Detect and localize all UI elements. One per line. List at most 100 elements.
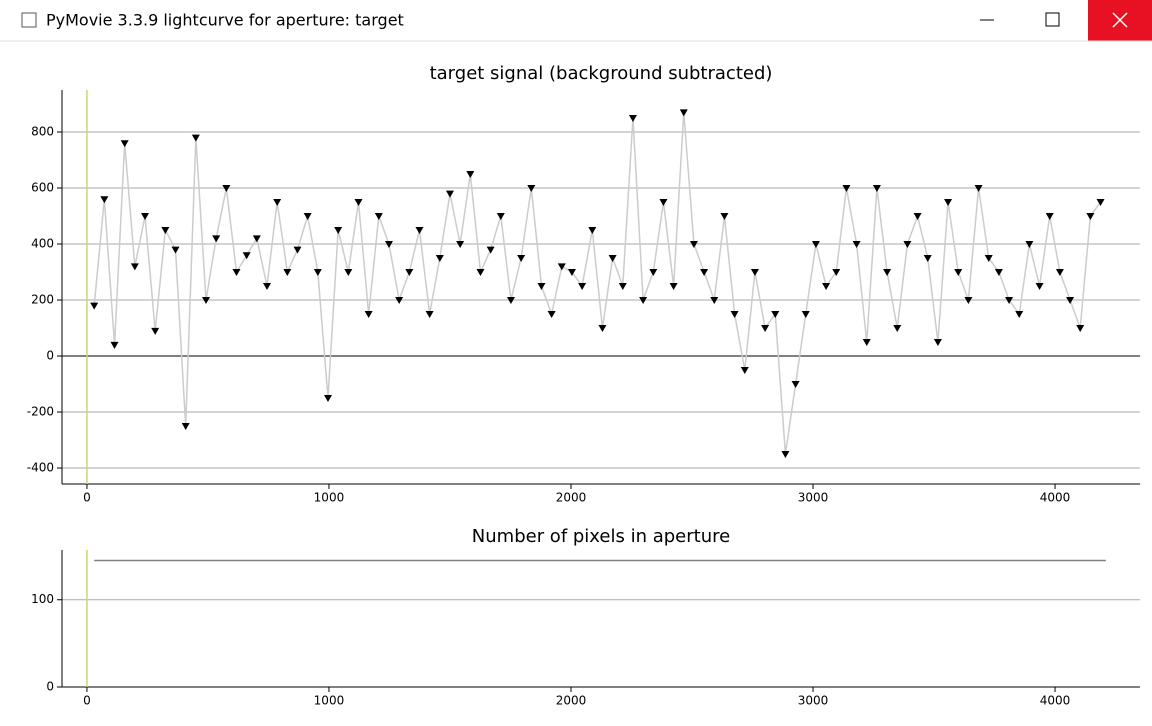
point-marker [506, 297, 515, 305]
point-marker [486, 246, 495, 254]
point-marker [689, 241, 698, 249]
point-marker [181, 423, 190, 431]
x-tick-label: 1000 [314, 491, 345, 505]
point-marker [232, 269, 241, 277]
point-marker [1015, 311, 1024, 319]
point-marker [679, 109, 688, 117]
y-tick-label: 100 [31, 592, 54, 606]
point-marker [994, 269, 1003, 277]
point-marker [151, 327, 160, 335]
point-marker [811, 241, 820, 249]
point-marker [537, 283, 546, 291]
point-marker [984, 255, 993, 263]
point-marker [120, 140, 129, 148]
point-marker [1025, 241, 1034, 249]
x-tick-label: 3000 [798, 491, 829, 505]
point-marker [557, 263, 566, 271]
point-marker [730, 311, 739, 319]
point-marker [1076, 325, 1085, 333]
y-tick-label: -200 [27, 405, 54, 419]
point-marker [700, 269, 709, 277]
point-marker [883, 269, 892, 277]
point-marker [852, 241, 861, 249]
point-marker [659, 199, 668, 207]
point-marker [364, 311, 373, 319]
point-marker [344, 269, 353, 277]
point-marker [517, 255, 526, 263]
point-marker [110, 341, 119, 349]
chart-title: target signal (background subtracted) [430, 63, 773, 84]
point-marker [872, 185, 881, 193]
point-marker [720, 213, 729, 221]
x-tick-label: 2000 [556, 694, 587, 708]
point-marker [761, 325, 770, 333]
point-marker [771, 311, 780, 319]
point-marker [303, 213, 312, 221]
point-marker [628, 115, 637, 123]
x-tick-label: 0 [83, 491, 91, 505]
close-icon[interactable] [1112, 12, 1128, 28]
point-marker [974, 185, 983, 193]
x-tick-label: 0 [83, 694, 91, 708]
chart-title: Number of pixels in aperture [472, 526, 730, 547]
point-marker [496, 213, 505, 221]
point-marker [476, 269, 485, 277]
point-marker [588, 227, 597, 235]
point-marker [750, 269, 759, 277]
point-marker [374, 213, 383, 221]
point-marker [161, 227, 170, 235]
point-marker [100, 196, 109, 204]
point-marker [334, 227, 343, 235]
point-marker [262, 283, 271, 291]
point-marker [801, 311, 810, 319]
point-marker [649, 269, 658, 277]
point-marker [964, 297, 973, 305]
point-marker [1035, 283, 1044, 291]
point-marker [191, 134, 200, 142]
point-marker [1066, 297, 1075, 305]
app-icon [21, 12, 37, 28]
point-marker [781, 451, 790, 459]
point-marker [466, 171, 475, 179]
point-marker [740, 367, 749, 375]
point-marker [618, 283, 627, 291]
close-button[interactable] [1088, 0, 1152, 41]
point-marker [222, 185, 231, 193]
x-tick-label: 3000 [798, 694, 829, 708]
y-tick-label: 0 [46, 680, 54, 694]
point-marker [913, 213, 922, 221]
point-marker [445, 190, 454, 198]
y-tick-label: 200 [31, 293, 54, 307]
x-tick-label: 2000 [556, 491, 587, 505]
y-tick-label: 600 [31, 181, 54, 195]
point-marker [354, 199, 363, 207]
point-marker [710, 297, 719, 305]
point-marker [141, 213, 150, 221]
point-marker [567, 269, 576, 277]
point-marker [527, 185, 536, 193]
point-marker [415, 227, 424, 235]
point-marker [639, 297, 648, 305]
point-marker [130, 263, 139, 271]
point-marker [944, 199, 953, 207]
point-marker [598, 325, 607, 333]
y-tick-label: 0 [46, 349, 54, 363]
y-tick-label: -400 [27, 461, 54, 475]
point-marker [435, 255, 444, 263]
point-marker [791, 381, 800, 389]
point-marker [669, 283, 678, 291]
x-tick-label: 4000 [1040, 491, 1071, 505]
point-marker [547, 311, 556, 319]
maximize-button[interactable] [1045, 12, 1060, 27]
point-marker [933, 339, 942, 347]
point-marker [323, 395, 332, 403]
point-marker [425, 311, 434, 319]
point-marker [252, 235, 261, 243]
point-marker [1096, 199, 1105, 207]
point-marker [405, 269, 414, 277]
window-title: PyMovie 3.3.9 lightcurve for aperture: t… [46, 11, 404, 30]
point-marker [822, 283, 831, 291]
point-marker [893, 325, 902, 333]
